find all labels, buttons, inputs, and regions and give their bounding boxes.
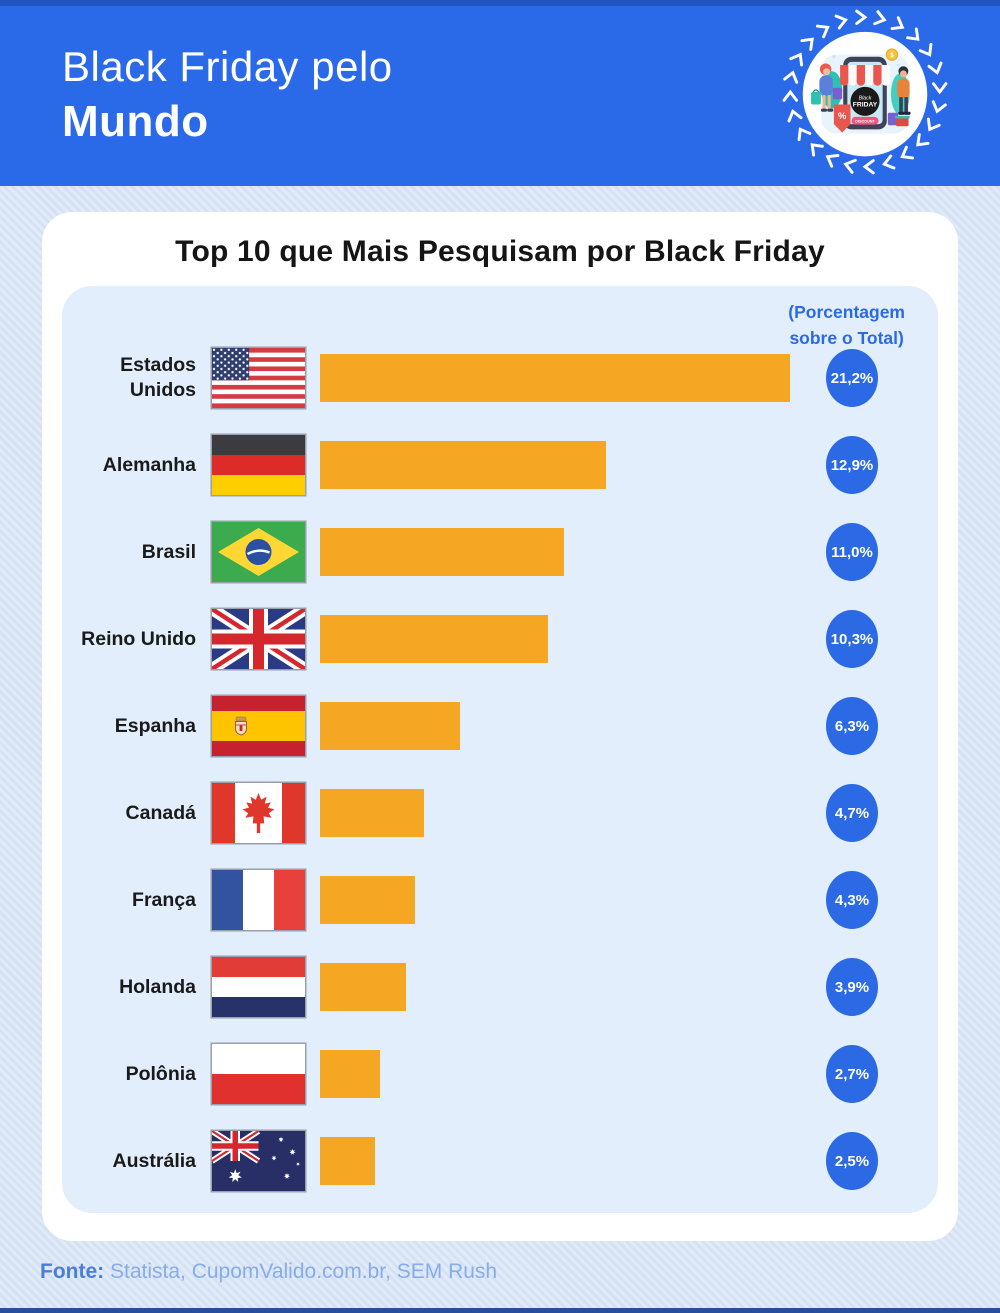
- percent-badge: 4,7%: [826, 784, 878, 842]
- percent-badge: 21,2%: [826, 349, 878, 407]
- shopper-left-icon: [811, 63, 843, 112]
- country-label: Espanha: [114, 714, 196, 737]
- chart-title: Top 10 que Mais Pesquisam por Black Frid…: [175, 235, 825, 268]
- country-label: Brasil: [141, 540, 196, 563]
- awning-icon: [840, 65, 890, 86]
- country-label: Holanda: [119, 975, 196, 998]
- badge-column: 10,3%: [766, 610, 938, 668]
- percent-badge: 10,3%: [826, 610, 878, 668]
- svg-text:$: $: [890, 52, 894, 59]
- badge-column: 2,5%: [766, 1132, 938, 1190]
- table-row: Austrália: [62, 1131, 938, 1191]
- percentage-note-line1: (Porcentagem: [788, 302, 905, 322]
- bar: [320, 789, 424, 837]
- svg-text:DISCOUNT: DISCOUNT: [855, 119, 875, 123]
- chart-card: Top 10 que Mais Pesquisam por Black Frid…: [42, 212, 958, 1241]
- country-label: Alemanha: [102, 453, 196, 476]
- bar: [320, 615, 548, 663]
- bar-track: [320, 522, 766, 582]
- chart-panel: (Porcentagem sobre o Total) Estados Unid…: [62, 286, 938, 1213]
- country-label: Austrália: [112, 1149, 196, 1172]
- country-label: França: [132, 888, 196, 911]
- svg-text:FRIDAY: FRIDAY: [853, 102, 878, 109]
- bar: [320, 354, 790, 402]
- bar-track: [320, 435, 766, 495]
- bar-track: [320, 870, 766, 930]
- badge-column: 6,3%: [766, 697, 938, 755]
- bar: [320, 441, 606, 489]
- bottom-strip: [0, 1308, 1000, 1313]
- table-row: Reino Unido 10,3%: [62, 609, 938, 669]
- canada-flag-icon: [212, 783, 305, 843]
- bar-track: [320, 783, 766, 843]
- source-footer: Fonte: Statista, CupomValido.com.br, SEM…: [40, 1260, 1000, 1284]
- badge-column: 4,7%: [766, 784, 938, 842]
- bar-track: [320, 1131, 766, 1191]
- country-label: Polônia: [125, 1062, 196, 1085]
- percent-badge: 2,5%: [826, 1132, 878, 1190]
- table-row: Canadá 4,7%: [62, 783, 938, 843]
- shopper-right-icon: [897, 66, 911, 115]
- page-title-line2: Mundo: [62, 97, 209, 146]
- france-flag-icon: [212, 870, 305, 930]
- percentage-note-line2: sobre o Total): [789, 328, 904, 348]
- bar: [320, 702, 460, 750]
- badge-column: 4,3%: [766, 871, 938, 929]
- table-row: Brasil 11,0%: [62, 522, 938, 582]
- bar: [320, 876, 415, 924]
- source-text: Statista, CupomValido.com.br, SEM Rush: [104, 1260, 498, 1283]
- uk-flag-icon: [212, 609, 305, 669]
- percent-badge: 11,0%: [826, 523, 878, 581]
- black-friday-logo-icon: $ Black FRIDAY DISCOUNT: [782, 9, 948, 175]
- badge-column: 12,9%: [766, 436, 938, 494]
- spain-flag-icon: [212, 696, 305, 756]
- badge-column: 11,0%: [766, 523, 938, 581]
- badge-column: 2,7%: [766, 1045, 938, 1103]
- page-title-line1: Black Friday pelo: [62, 43, 393, 90]
- table-row: Espanha 6,3%: [62, 696, 938, 756]
- percent-badge: 6,3%: [826, 697, 878, 755]
- percent-badge: 4,3%: [826, 871, 878, 929]
- table-row: Holanda 3,9%: [62, 957, 938, 1017]
- percent-badge: 2,7%: [826, 1045, 878, 1103]
- table-row: França 4,3%: [62, 870, 938, 930]
- poland-flag-icon: [212, 1044, 305, 1104]
- bar-track: [320, 348, 790, 408]
- bar: [320, 528, 564, 576]
- australia-flag-icon: [212, 1131, 305, 1191]
- badge-column: 21,2%: [766, 349, 938, 407]
- usa-flag-icon: [212, 348, 305, 408]
- bar-track: [320, 1044, 766, 1104]
- badge-column: 3,9%: [766, 958, 938, 1016]
- brazil-flag-icon: [212, 522, 305, 582]
- header: Black Friday pelo Mundo $: [0, 0, 1000, 186]
- svg-text:Black: Black: [859, 95, 872, 101]
- bar-track: [320, 957, 766, 1017]
- table-row: Estados Unidos 21,2%: [62, 348, 938, 408]
- germany-flag-icon: [212, 435, 305, 495]
- bar: [320, 963, 406, 1011]
- netherlands-flag-icon: [212, 957, 305, 1017]
- page-title: Black Friday pelo Mundo: [0, 0, 1000, 150]
- country-label: Reino Unido: [81, 627, 196, 650]
- country-label: Canadá: [125, 801, 196, 824]
- percent-badge: 3,9%: [826, 958, 878, 1016]
- percent-badge: 12,9%: [826, 436, 878, 494]
- bar: [320, 1137, 375, 1185]
- bar-track: [320, 609, 766, 669]
- table-row: Polônia 2,7%: [62, 1044, 938, 1104]
- price-tag-icon: %: [833, 104, 851, 133]
- percentage-note: (Porcentagem sobre o Total): [788, 299, 905, 351]
- table-row: Alemanha 12,9%: [62, 435, 938, 495]
- bar-track: [320, 696, 766, 756]
- country-label: Estados Unidos: [120, 354, 196, 401]
- bar: [320, 1050, 380, 1098]
- header-top-strip: [0, 0, 1000, 6]
- source-label: Fonte:: [40, 1260, 105, 1283]
- svg-text:%: %: [838, 111, 847, 121]
